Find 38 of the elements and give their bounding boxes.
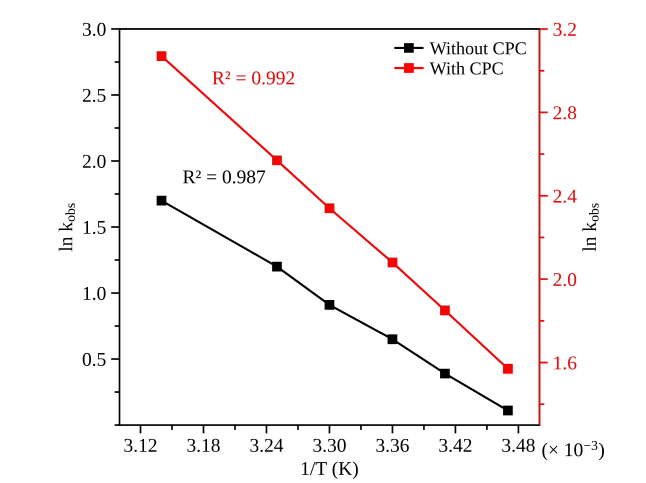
x-tick-label: 3.42	[439, 438, 472, 452]
point	[440, 368, 450, 378]
legend-label: With CPC	[430, 62, 503, 75]
point	[388, 258, 398, 268]
y2-tick-label: 2.8	[553, 106, 576, 120]
y-tick-label: 3.0	[82, 22, 106, 36]
text: (× 10$^{−3}$)	[542, 440, 604, 460]
y-tick-label: 0.5	[82, 352, 106, 366]
x-tick-label: 3.48	[502, 438, 535, 452]
point	[440, 306, 450, 316]
y2-tick-label: 3.2	[554, 22, 576, 36]
legend-label: Without CPC	[430, 42, 526, 55]
point	[156, 196, 166, 206]
y2-tick-label: 1.6	[554, 356, 576, 370]
point	[388, 334, 398, 344]
point	[272, 262, 282, 272]
point	[272, 155, 282, 166]
point	[324, 300, 334, 310]
x-tick-label: 3.24	[250, 438, 284, 452]
y2-tick-label: 2.4	[553, 190, 577, 203]
point	[156, 51, 166, 61]
x-tick-label: 3.30	[313, 438, 346, 452]
point	[503, 364, 513, 374]
x-axis-title: 1/T (K)	[302, 461, 358, 480]
point	[324, 203, 334, 214]
y-tick-label: 1.0	[84, 286, 106, 300]
y-tick-label: 1.5	[84, 220, 106, 234]
annotation: R² = 0.987	[183, 170, 266, 184]
x-tick-label: 3.18	[187, 438, 220, 452]
y2-axis-title: ln k$_{obs}$	[582, 203, 599, 252]
point	[503, 406, 513, 416]
y2-tick-label: 2.0	[553, 272, 576, 286]
annotation: R² = 0.992	[212, 71, 294, 85]
x-tick-label: 3.36	[376, 438, 409, 452]
y-tick-label: 2.0	[82, 154, 106, 168]
y-tick-label: 2.5	[82, 88, 106, 102]
y-axis-title: ln k$_{obs}$	[58, 203, 76, 252]
x-tick-label: 3.12	[124, 438, 156, 452]
